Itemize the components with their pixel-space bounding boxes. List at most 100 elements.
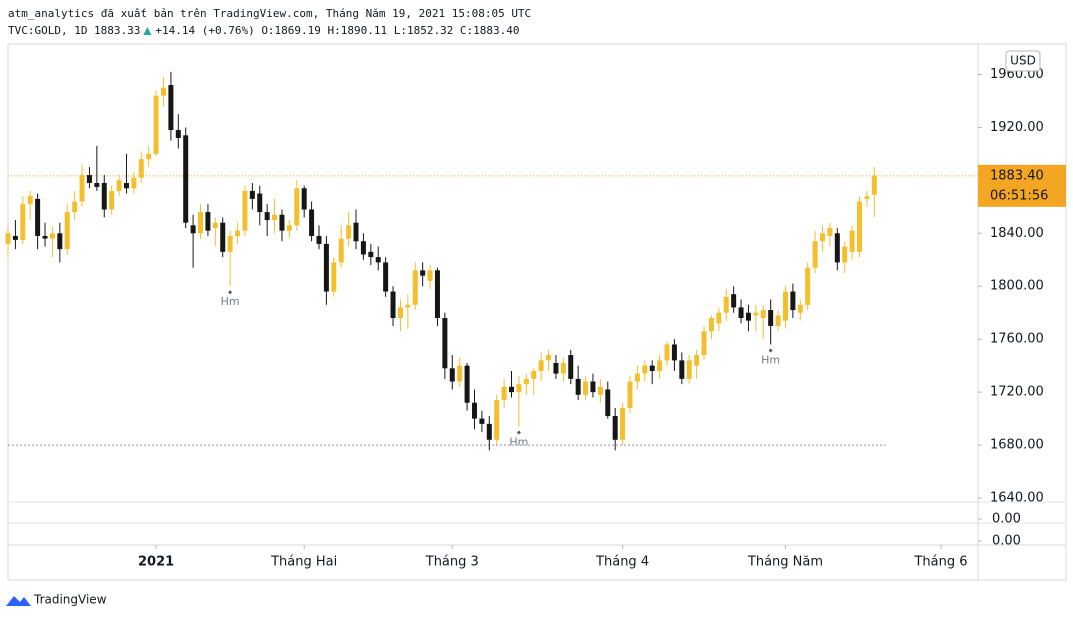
candle-body: [805, 267, 811, 305]
candle-body: [768, 310, 774, 326]
candle-body: [583, 381, 589, 395]
ohlc-label: H:: [328, 24, 341, 37]
candle-body: [301, 188, 307, 210]
y-tick-label: 1720.00: [990, 385, 1044, 400]
candle-body: [797, 304, 803, 313]
candle-body: [242, 190, 248, 231]
annotation-marker: [228, 290, 233, 295]
candle-body: [35, 198, 41, 236]
candle-body: [457, 365, 463, 382]
chart-frame: [7, 43, 1067, 581]
candle-body: [479, 418, 485, 424]
y-tick-label: 1920.00: [990, 120, 1044, 135]
candle-body: [198, 212, 204, 234]
candle-body: [383, 262, 389, 292]
candle-body: [79, 175, 85, 202]
candle-body: [627, 381, 633, 409]
symbol-legend: TVC:GOLD, 1D 1883.33 +14.14 (+0.76%) O: 1869…: [8, 24, 520, 37]
candle-body: [501, 386, 507, 401]
candle-body: [434, 270, 440, 319]
candle-body: [183, 135, 189, 223]
currency-badge[interactable]: [1005, 50, 1041, 72]
candle-body: [708, 318, 714, 332]
candle-body: [568, 355, 574, 379]
candle-body: [27, 196, 33, 205]
candle-body: [679, 360, 685, 379]
candle-body: [286, 225, 292, 231]
ohlc-label: O:: [261, 24, 274, 37]
candle-body: [338, 238, 344, 263]
candle-body: [827, 227, 833, 236]
candle-body: [812, 241, 818, 268]
candle-body: [235, 230, 241, 236]
candle-body: [597, 386, 603, 395]
last-close: 1883.33: [94, 24, 140, 37]
candle-body: [227, 235, 233, 252]
candle-body: [138, 159, 144, 178]
candle-body: [590, 381, 596, 393]
candle-body: [272, 214, 278, 221]
ohlc-value: 1852.32: [407, 24, 453, 37]
candle-body: [190, 225, 196, 234]
tradingview-logo[interactable]: TradingView: [6, 593, 107, 607]
annotation-label: Hm: [221, 295, 240, 308]
x-tick-label: Tháng 6: [913, 555, 967, 570]
candle-body: [842, 246, 848, 263]
candle-body: [857, 201, 863, 252]
candle-body: [375, 257, 381, 263]
candle-body: [486, 423, 492, 440]
x-tick-label: 2021: [138, 555, 174, 570]
candle-body: [871, 175, 877, 195]
candle-body: [790, 291, 796, 311]
change-arrow: [143, 27, 152, 35]
candle-body: [760, 310, 766, 319]
candle-body: [86, 175, 92, 183]
candle-body: [257, 193, 263, 213]
candle-body: [834, 233, 840, 263]
candle-body: [12, 235, 18, 240]
candle-body: [316, 235, 322, 244]
candle-body: [523, 378, 529, 385]
candle-body: [449, 368, 455, 382]
candle-body: [634, 373, 640, 382]
candle-body: [168, 85, 174, 131]
last-price-badge: [978, 164, 1066, 207]
candle-body: [294, 188, 300, 226]
candle-body: [509, 386, 515, 393]
candle-body: [279, 214, 285, 231]
brand-name: TradingView: [33, 593, 107, 607]
pane-y-tick-label: 0.00: [992, 512, 1021, 527]
candle-body: [131, 177, 137, 189]
annotation-marker: [516, 430, 521, 435]
candle-body: [264, 212, 270, 221]
candle-body: [723, 296, 729, 313]
candle-body: [671, 344, 677, 361]
candle-body: [716, 312, 722, 324]
candle-body: [368, 251, 374, 258]
x-tick-label: Tháng Năm: [747, 555, 823, 570]
candle-body: [101, 182, 107, 210]
candle-body: [146, 153, 152, 160]
candle-body: [612, 415, 618, 440]
y-tick-label: 1800.00: [990, 279, 1044, 294]
ohlc-label: L:: [394, 24, 407, 37]
candle-body: [412, 270, 418, 305]
candle-body: [694, 355, 700, 366]
candle-body: [427, 270, 433, 281]
candle-body: [109, 190, 115, 210]
y-tick-label: 1760.00: [990, 332, 1044, 347]
ohlc-label: C:: [460, 24, 473, 37]
candle-body: [42, 235, 48, 239]
candle-body: [116, 180, 122, 191]
candle-body: [309, 209, 315, 236]
annotation-marker: [768, 348, 773, 353]
candle-body: [20, 204, 26, 240]
ohlc-value: 1890.11: [341, 24, 387, 37]
candle-body: [323, 243, 329, 292]
candle-body: [686, 360, 692, 379]
candle-body: [442, 318, 448, 369]
y-tick-label: 1680.00: [990, 438, 1044, 453]
x-tick-label: Tháng 3: [425, 555, 479, 570]
